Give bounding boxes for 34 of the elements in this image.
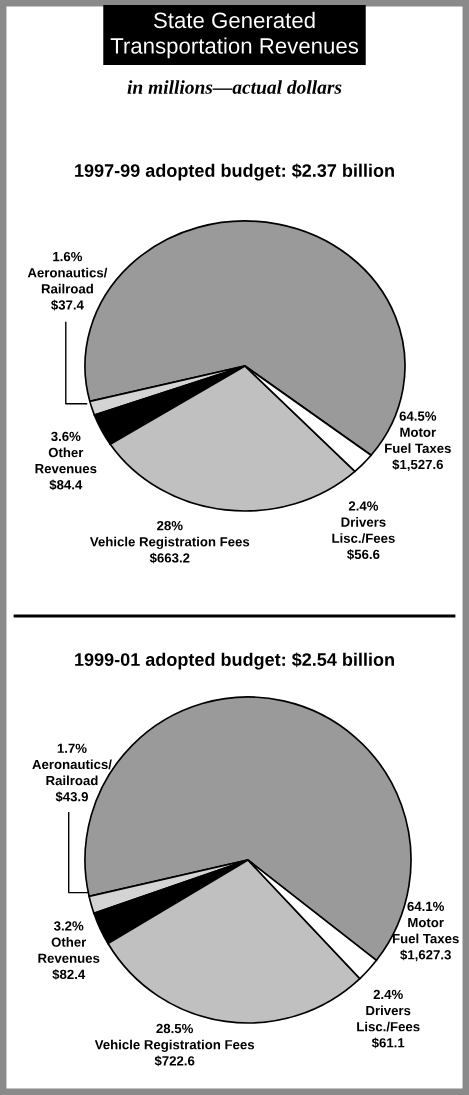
slice-label: Other Revenues: [35, 447, 97, 474]
data-label: $1,627.3: [400, 949, 451, 962]
chart-subtitle: in millions—actual dollars: [127, 80, 342, 94]
text: 2.4%: [348, 501, 379, 511]
text: 64.1%: [407, 901, 445, 912]
data-label: $722.6: [154, 1055, 195, 1067]
data-label: $84.4: [49, 479, 83, 491]
text: 3.2%: [53, 921, 84, 931]
data-label: $1,527.6: [392, 459, 444, 472]
text: 64.5%: [399, 411, 437, 421]
data-label: $663.2: [149, 552, 190, 564]
data-label: $61.1: [371, 1037, 405, 1049]
data-label: $56.6: [347, 549, 380, 560]
slice-label: Aeronautics/ Railroad: [32, 759, 112, 786]
text: 1.6%: [53, 251, 83, 262]
slice-label: Other Revenues: [38, 937, 100, 963]
text: 28%: [157, 520, 183, 531]
data-label: $37.4: [51, 299, 84, 311]
slice-label: Aeronautics/ Railroad: [27, 267, 108, 294]
text: 1997-99 adopted budget: $2.37 billion: [75, 163, 394, 181]
text: 1999-01 adopted budget: $2.54 billion: [75, 652, 394, 670]
slice-label: Motor Fuel Taxes: [385, 427, 451, 453]
slice-label: Vehicle Registration Fees: [89, 536, 250, 550]
chart-title: State Generated Transportation Revenues: [110, 11, 359, 59]
text: 2.4%: [373, 989, 403, 1000]
slice-label: Drivers Lisc./Fees: [332, 517, 395, 544]
slice-label: Motor Fuel Taxes: [392, 917, 459, 944]
text: 1.7%: [57, 743, 87, 753]
text: 3.6%: [51, 431, 81, 442]
data-label: $82.4: [52, 969, 86, 980]
data-label: $43.9: [55, 791, 88, 803]
slice-label: Drivers Lisc./Fees: [357, 1005, 420, 1032]
slice-label: Vehicle Registration Fees: [94, 1039, 255, 1052]
text: 28.5%: [156, 1023, 194, 1034]
